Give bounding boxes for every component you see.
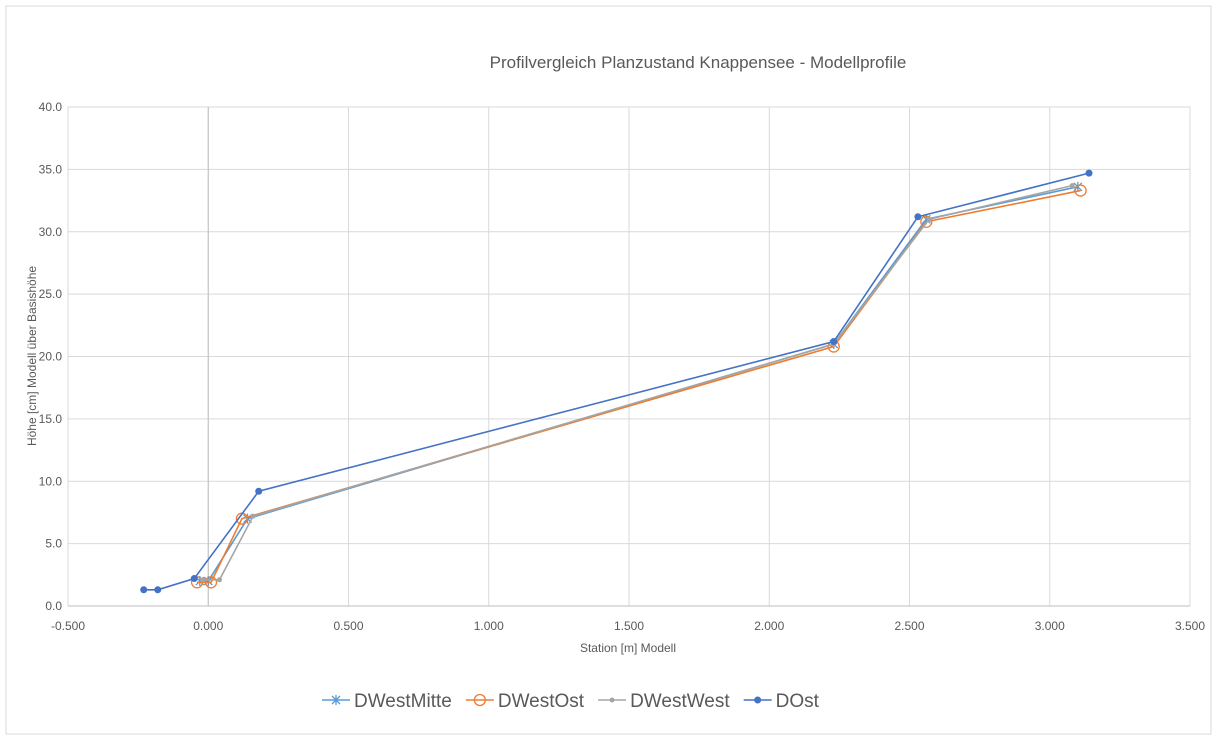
x-tick-label: 1.500 xyxy=(614,619,644,633)
y-tick-label: 25.0 xyxy=(39,287,63,301)
x-tick-label: 2.000 xyxy=(754,619,784,633)
chart-border xyxy=(5,5,1212,735)
y-tick-label: 0.0 xyxy=(45,599,62,613)
marker xyxy=(204,576,218,589)
y-tick-label: 30.0 xyxy=(39,225,63,239)
x-tick-label: 0.500 xyxy=(333,619,363,633)
legend-marker xyxy=(609,697,615,703)
x-tick-label: -0.500 xyxy=(51,619,85,633)
marker xyxy=(154,586,162,594)
marker xyxy=(216,577,222,583)
y-tick-label: 20.0 xyxy=(39,350,63,364)
y-tick-label: 35.0 xyxy=(39,162,63,176)
marker xyxy=(926,216,932,222)
marker xyxy=(920,215,933,228)
marker xyxy=(255,487,263,495)
legend-label: DWestWest xyxy=(630,691,730,712)
x-tick-label: 2.500 xyxy=(894,619,924,633)
chart-title: Profilvergleich Planzustand Knappensee -… xyxy=(490,53,907,72)
marker xyxy=(830,338,838,346)
x-axis-label: Station [m] Modell xyxy=(580,641,676,655)
y-tick-label: 40.0 xyxy=(39,100,63,114)
marker xyxy=(140,586,148,594)
legend-label: DOst xyxy=(776,691,820,712)
marker xyxy=(1074,184,1087,197)
marker xyxy=(1069,183,1075,189)
legend-label: DWestOst xyxy=(498,691,585,712)
legend-label: DWestMitte xyxy=(354,691,452,712)
y-tick-label: 5.0 xyxy=(45,537,62,551)
y-tick-label: 15.0 xyxy=(39,412,63,426)
legend-marker xyxy=(473,693,486,707)
marker xyxy=(1085,169,1093,177)
x-tick-label: 0.000 xyxy=(193,619,223,633)
marker xyxy=(914,213,922,221)
x-tick-label: 3.000 xyxy=(1035,619,1065,633)
y-axis-label: Höhe [cm] Modell über Basishöhe xyxy=(25,266,39,446)
marker xyxy=(190,575,198,583)
x-tick-label: 3.500 xyxy=(1175,619,1205,633)
legend-marker xyxy=(331,695,341,705)
legend-marker xyxy=(754,696,762,704)
series-line xyxy=(202,184,1073,581)
marker xyxy=(200,577,206,583)
marker xyxy=(250,513,256,519)
x-tick-label: 1.000 xyxy=(474,619,504,633)
y-tick-label: 10.0 xyxy=(39,474,63,488)
